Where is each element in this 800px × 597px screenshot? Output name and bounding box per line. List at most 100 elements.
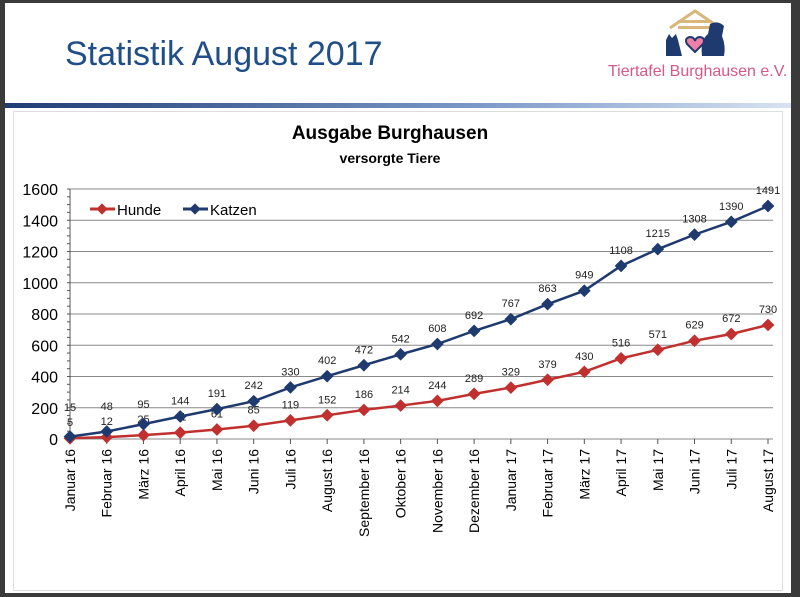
data-label-katzen: 330 [281,366,299,378]
x-tick-label: Mai 16 [209,449,225,491]
marker-hunde [247,419,261,433]
x-tick-label: September 16 [356,449,372,537]
data-label-hunde: 12 [101,416,113,428]
marker-hunde [504,381,518,394]
marker-katzen [724,215,738,229]
data-label-katzen: 1491 [756,185,780,197]
slide-title: Statistik August 2017 [65,35,383,73]
x-tick-label: Februar 17 [540,449,556,518]
y-tick-label: 600 [31,338,58,355]
data-label-hunde: 289 [465,373,483,385]
data-label-hunde: 672 [722,313,740,325]
line-katzen [69,204,769,438]
marker-katzen [284,381,297,394]
x-tick-label: Februar 16 [99,449,115,518]
marker-katzen [761,199,775,213]
marker-katzen [100,425,114,438]
organization-name: Tiertafel Burghausen e.V. [608,63,788,80]
marker-katzen [320,369,334,383]
legend-hunde: Hunde [117,202,161,219]
marker-katzen [63,430,77,444]
marker-katzen [651,242,665,256]
legend-katzen: Katzen [210,202,257,219]
y-tick-label: 1200 [22,245,58,262]
data-label-katzen: 542 [391,333,409,345]
y-tick-label: 1400 [22,213,58,230]
data-label-katzen: 1308 [682,214,706,226]
marker-hunde [431,394,444,408]
line-hunde [69,323,769,440]
y-tick-label: 1000 [22,276,58,293]
x-tick-label: März 16 [135,449,151,500]
x-tick-label: Mai 17 [650,449,666,491]
data-label-katzen: 191 [208,388,226,400]
marker-katzen [247,394,261,408]
data-label-hunde: 119 [282,399,300,411]
data-label-hunde: 329 [502,367,520,379]
chart-frame [13,111,783,591]
y-tick-label: 1600 [22,182,58,199]
marker-hunde [724,327,738,341]
x-tick-label: Januar 17 [503,449,519,511]
x-tick-label: Juli 17 [723,449,739,490]
data-label-katzen: 949 [575,270,593,282]
data-label-hunde: 214 [391,385,409,397]
x-tick-label: April 16 [172,449,188,497]
data-label-hunde: 629 [685,320,703,332]
data-label-hunde: 186 [355,389,373,401]
marker-hunde [761,318,775,332]
x-tick-label: Dezember 16 [466,449,482,533]
data-label-katzen: 1390 [719,201,743,213]
x-tick-label: April 17 [613,449,629,497]
x-tick-label: Juni 17 [687,449,703,494]
y-tick-label: 800 [31,307,58,324]
marker-katzen [688,228,701,241]
y-tick-label: 400 [31,370,58,387]
marker-hunde [284,414,297,427]
data-label-katzen: 48 [101,401,113,413]
data-label-katzen: 402 [318,355,336,367]
data-label-katzen: 767 [502,298,520,310]
marker-katzen [137,417,150,431]
y-tick-label: 0 [49,432,58,449]
chart-subtitle: versorgte Tiere [340,150,441,166]
data-label-katzen: 1215 [646,228,670,240]
data-label-hunde: 379 [538,359,556,371]
chart-title: Ausgabe Burghausen [292,123,488,144]
data-label-katzen: 15 [64,402,76,414]
marker-katzen [210,402,224,416]
marker-hunde [357,403,371,417]
x-tick-label: November 16 [429,449,445,533]
marker-katzen [357,358,371,372]
x-tick-label: Juli 16 [282,449,298,490]
data-label-hunde: 244 [428,380,446,392]
data-label-hunde: 85 [248,405,260,417]
data-label-katzen: 1108 [609,245,633,257]
marker-katzen [431,337,444,351]
data-label-katzen: 472 [355,344,373,356]
x-tick-label: August 17 [760,449,776,512]
data-label-katzen: 692 [465,310,483,322]
marker-katzen [467,324,481,338]
data-label-hunde: 571 [649,329,667,341]
data-label-hunde: 152 [318,394,336,406]
x-tick-label: August 16 [319,449,335,512]
legend: Hunde Katzen [90,202,257,219]
data-label-hunde: 730 [759,304,777,316]
chart: Ausgabe Burghausen versorgte Tiere 0 200 4… [22,123,780,537]
x-tick-label: Januar 16 [62,449,78,511]
data-label-katzen: 242 [245,380,263,392]
data-label-hunde: 5 [67,417,73,429]
slide: Statistik August 2017 Tiertafel Burghaus… [5,3,791,593]
y-tick-label: 200 [31,401,58,418]
marker-hunde [137,428,150,442]
marker-hunde [614,352,628,365]
marker-hunde [173,426,187,439]
marker-katzen [504,312,518,326]
data-label-katzen: 144 [171,396,189,408]
x-tick-label: Oktober 16 [393,449,409,518]
data-label-hunde: 516 [612,337,630,349]
data-label-hunde: 430 [575,351,593,363]
data-label-katzen: 95 [137,399,149,411]
marker-katzen [541,297,554,311]
